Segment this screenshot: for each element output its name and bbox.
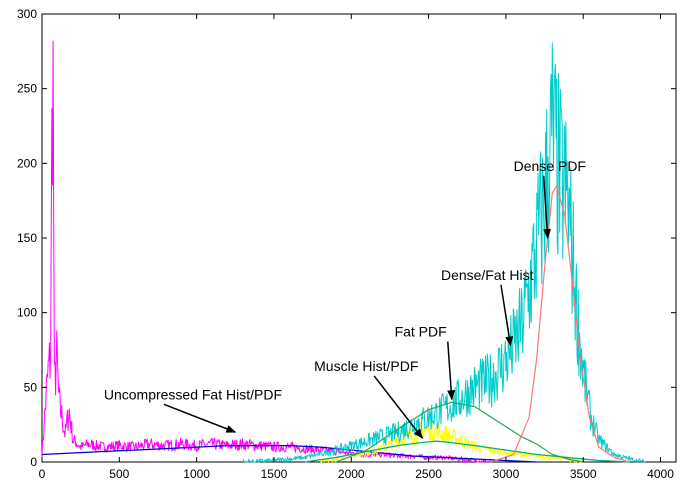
- x-tick-label: 1500: [261, 467, 288, 481]
- y-tick-label: 200: [17, 156, 37, 170]
- series-layer: [41, 40, 646, 464]
- series-6-pdf: [490, 184, 630, 463]
- annotation-arrow: [500, 284, 514, 347]
- y-tick-label: 300: [17, 7, 37, 21]
- x-tick-label: 3500: [570, 467, 597, 481]
- y-tick-label: 250: [17, 82, 37, 96]
- y-tick-label: 150: [17, 231, 37, 245]
- annotation-arrow: [447, 341, 456, 401]
- series-3-pdf: [304, 440, 630, 463]
- series-5-pdf: [335, 401, 584, 463]
- y-tick-label: 50: [24, 380, 38, 394]
- annotation-label: Fat PDF: [395, 324, 447, 340]
- x-tick-label: 2500: [415, 467, 442, 481]
- x-tick-label: 4000: [647, 467, 674, 481]
- x-tick-label: 0: [39, 467, 46, 481]
- annotation-arrow: [542, 175, 552, 239]
- x-tick-label: 500: [109, 467, 129, 481]
- series-2-histogram: [319, 419, 584, 464]
- annotation-layer: Dense PDF Dense/Fat Hist Fat PDF Muscle His…: [104, 158, 586, 439]
- x-tick-label: 3000: [493, 467, 520, 481]
- x-tick-label: 2000: [338, 467, 365, 481]
- annotation-label: Dense PDF: [514, 158, 586, 174]
- annotation-label: Uncompressed Fat Hist/PDF: [104, 386, 282, 402]
- x-tick-label: 1000: [183, 467, 210, 481]
- annotation-label: Muscle Hist/PDF: [314, 358, 418, 374]
- series-4-histogram: [242, 42, 646, 464]
- annotation-arrow: [373, 375, 424, 439]
- plot-frame: [41, 13, 677, 463]
- y-tick-label: 0: [30, 455, 37, 469]
- y-tick-label: 100: [17, 306, 37, 320]
- series-1-pdf: [41, 445, 537, 463]
- axis-layer: 0 500 1000 1500 2000 2500 3000 3500 4000 0 50 100 15…: [17, 7, 676, 481]
- annotation-label: Dense/Fat Hist: [441, 267, 534, 283]
- annotation-arrow: [163, 403, 237, 433]
